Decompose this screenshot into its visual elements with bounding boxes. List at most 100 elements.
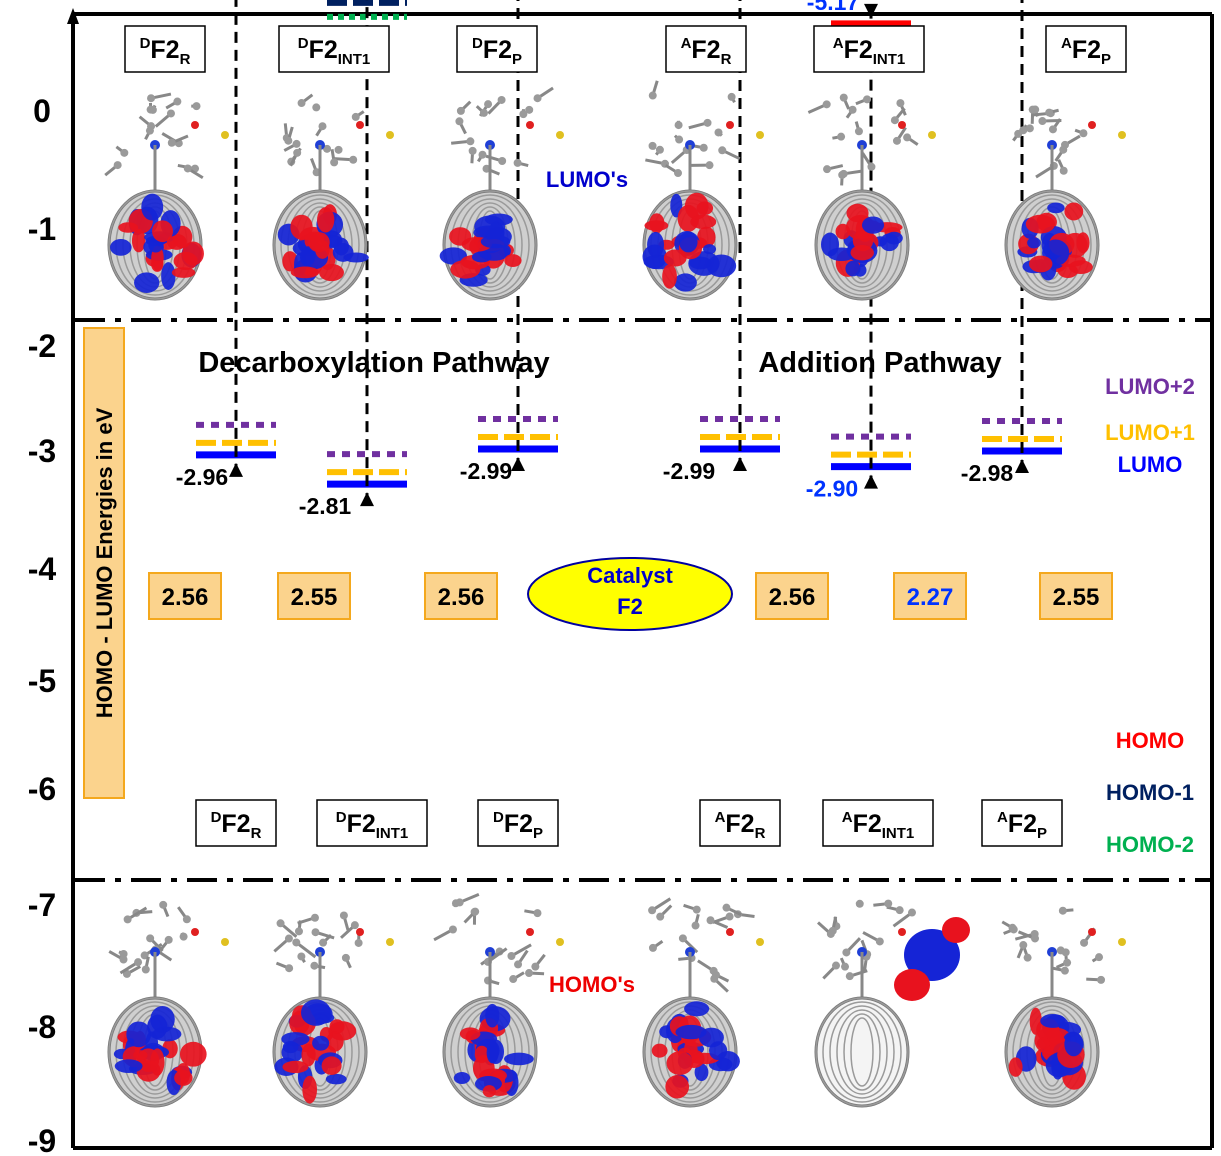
species-label-text: DF2R <box>140 35 191 68</box>
catalyst-label-line1: Catalyst <box>587 563 673 588</box>
species-label-bottom: DF2INT1 <box>316 799 428 847</box>
atom <box>141 965 150 974</box>
atom <box>147 94 156 103</box>
atom <box>1025 124 1034 133</box>
orbital-lobe <box>482 1085 496 1098</box>
atom <box>182 915 191 924</box>
atom <box>1058 906 1067 915</box>
gap-arrowhead-up <box>864 474 878 489</box>
atom <box>705 161 714 170</box>
atom <box>525 969 534 978</box>
atom <box>173 97 182 106</box>
species-label-text: DF2P <box>493 809 543 842</box>
orbital-lobe <box>282 1060 309 1074</box>
orbital-lobe <box>709 1041 728 1061</box>
legend-lumo: LUMO <box>1118 452 1183 477</box>
species-label-box <box>699 799 781 847</box>
homo-region-label: HOMO's <box>549 972 635 997</box>
orbital-lobe <box>1064 202 1084 221</box>
orbital-lobe <box>846 203 869 223</box>
addition-pathway-title: Addition Pathway <box>758 347 1001 379</box>
y-tick-label: -4 <box>28 551 57 587</box>
gap-value-label: 2.56 <box>438 584 485 611</box>
orbital-lobe <box>689 256 712 270</box>
atom <box>164 935 173 944</box>
y-tick-label: -8 <box>28 1009 56 1045</box>
cage-ring <box>829 1005 895 1099</box>
atom <box>1028 105 1037 114</box>
atom <box>311 928 320 937</box>
atom <box>484 100 493 109</box>
oxygen-atom <box>356 121 364 129</box>
atom <box>498 156 507 165</box>
orbital-lobe <box>1047 202 1065 214</box>
atom <box>140 951 149 960</box>
atom <box>179 932 188 941</box>
atom <box>896 99 905 108</box>
orbital-lobe <box>1029 255 1053 273</box>
sulfur-atom <box>386 938 394 946</box>
species-label-top: DF2INT1 <box>278 25 390 73</box>
orbital-lobe <box>453 1072 471 1085</box>
atom <box>828 926 837 935</box>
orbital-lobe <box>439 247 468 265</box>
atom <box>350 921 359 930</box>
lumo-energy-label: -2.98 <box>961 460 1014 486</box>
sulfur-atom <box>221 131 229 139</box>
species-label-box <box>124 25 206 73</box>
atom <box>514 960 523 969</box>
oxygen-atom <box>526 928 534 936</box>
atom <box>890 116 899 125</box>
species-label-box <box>1045 25 1127 73</box>
species-label-text: AF2R <box>715 809 766 842</box>
atom <box>513 158 522 167</box>
orbital-lobe <box>662 264 677 289</box>
gap-box <box>1039 572 1113 620</box>
orbital-lobe <box>503 1052 534 1066</box>
species-label-box <box>822 799 934 847</box>
atom <box>837 132 846 141</box>
cage-ring <box>843 1013 881 1091</box>
species-label-text: DF2P <box>472 35 522 68</box>
atom <box>531 962 540 971</box>
lumo-energy-label: -2.99 <box>663 458 715 484</box>
atom <box>718 146 727 155</box>
orbital-lobe <box>679 231 698 253</box>
atom <box>674 169 683 178</box>
orbital-lobe <box>290 214 313 240</box>
legend-homo2: HOMO-2 <box>1106 832 1194 857</box>
orbital-lobe <box>290 266 320 279</box>
atom <box>113 161 122 170</box>
atom <box>648 91 657 100</box>
atom <box>648 943 657 952</box>
atom <box>525 105 534 114</box>
orbital-lobe <box>504 254 522 268</box>
species-label-top: AF2P <box>1045 25 1127 73</box>
atom <box>648 906 657 915</box>
species-label-box <box>477 799 559 847</box>
sulfur-atom <box>1118 938 1126 946</box>
atom <box>848 105 857 114</box>
atom <box>691 921 700 930</box>
species-label-box <box>665 25 747 73</box>
orbital-lobe <box>174 1069 193 1086</box>
atom <box>318 122 327 131</box>
cage-ring <box>815 997 909 1107</box>
atom <box>292 938 301 947</box>
atom <box>855 899 864 908</box>
atom <box>284 136 293 145</box>
atom <box>884 899 893 908</box>
orbital-legend: LUMO+2 LUMO+1 LUMO HOMO HOMO-1 HOMO-2 <box>1105 374 1195 857</box>
atom <box>297 99 306 108</box>
species-label-text: DF2INT1 <box>336 809 409 842</box>
gap-box <box>148 572 222 620</box>
atom <box>448 925 457 934</box>
orbital-lobe <box>134 272 160 293</box>
atom <box>148 105 157 114</box>
orbital-lobe <box>485 1003 500 1028</box>
atom <box>497 95 506 104</box>
cage-ring <box>822 1001 902 1103</box>
species-label-bottom: AF2R <box>699 799 781 847</box>
orbital-lobe <box>1040 1014 1066 1028</box>
